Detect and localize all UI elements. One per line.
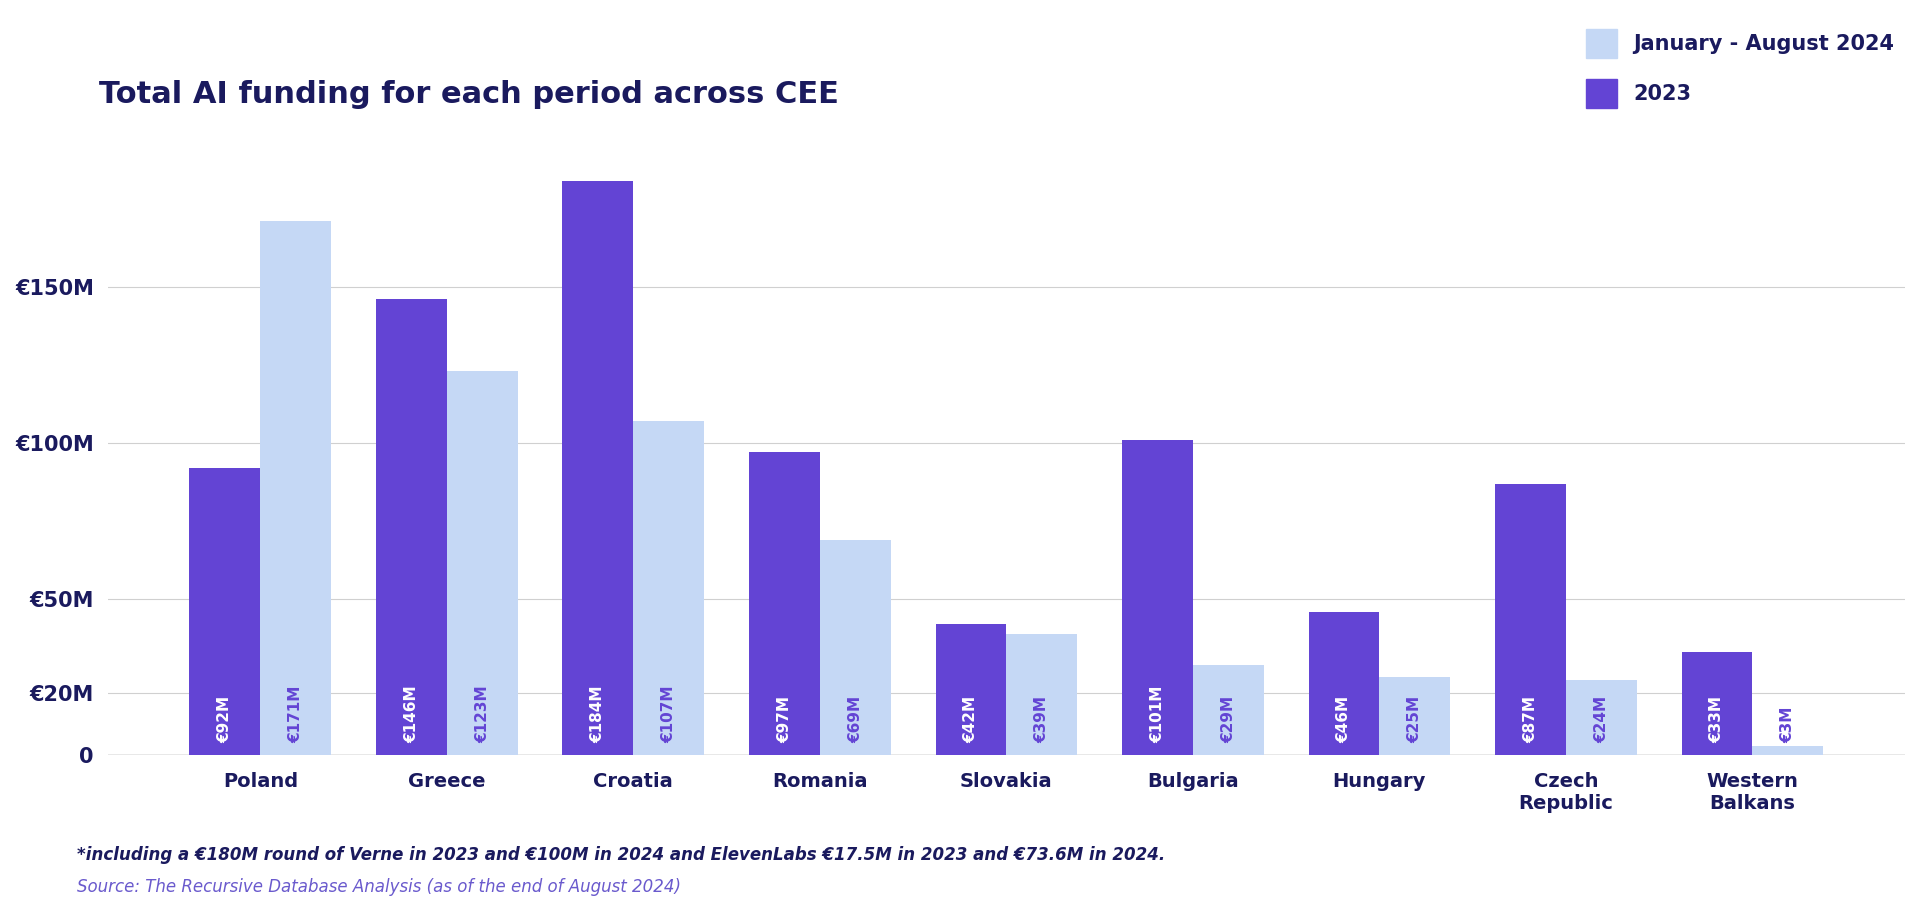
Text: €87M: €87M [1523,696,1538,743]
Bar [820,540,891,755]
Bar [261,221,332,755]
Text: €123M: €123M [474,685,490,743]
Text: €33M: €33M [1709,696,1724,743]
Text: €42M: €42M [964,696,979,743]
Bar [1121,440,1192,755]
Text: €69M: €69M [849,696,862,743]
Bar [1309,612,1379,755]
Bar [1192,665,1263,755]
Bar [1006,633,1077,755]
Text: €46M: €46M [1336,696,1352,743]
Text: €25M: €25M [1407,696,1423,743]
Text: €107M: €107M [660,685,676,743]
Bar [1753,746,1824,755]
Text: €24M: €24M [1594,696,1609,743]
Text: *including a €180M round of Verne in 2023 and €100M in 2024 and ElevenLabs €17.5: *including a €180M round of Verne in 202… [77,846,1165,864]
Text: €146M: €146M [403,685,419,743]
Text: €101M: €101M [1150,685,1165,743]
Legend: January - August 2024, 2023: January - August 2024, 2023 [1586,29,1895,108]
Bar [447,371,518,755]
Bar [749,452,820,755]
Bar [1567,681,1636,755]
Text: €3M: €3M [1780,706,1795,743]
Text: €171M: €171M [288,685,303,743]
Bar [190,468,261,755]
Text: €92M: €92M [217,696,232,743]
Bar [1682,652,1753,755]
Bar [563,181,634,755]
Bar [634,421,705,755]
Text: €39M: €39M [1035,696,1050,743]
Bar [935,624,1006,755]
Bar [1379,677,1450,755]
Text: €97M: €97M [778,696,791,743]
Text: Total AI funding for each period across CEE: Total AI funding for each period across … [98,80,839,109]
Text: Source: The Recursive Database Analysis (as of the end of August 2024): Source: The Recursive Database Analysis … [77,878,682,895]
Text: €29M: €29M [1221,696,1236,743]
Bar [1496,484,1567,755]
Text: €184M: €184M [591,685,605,743]
Bar [376,299,447,755]
